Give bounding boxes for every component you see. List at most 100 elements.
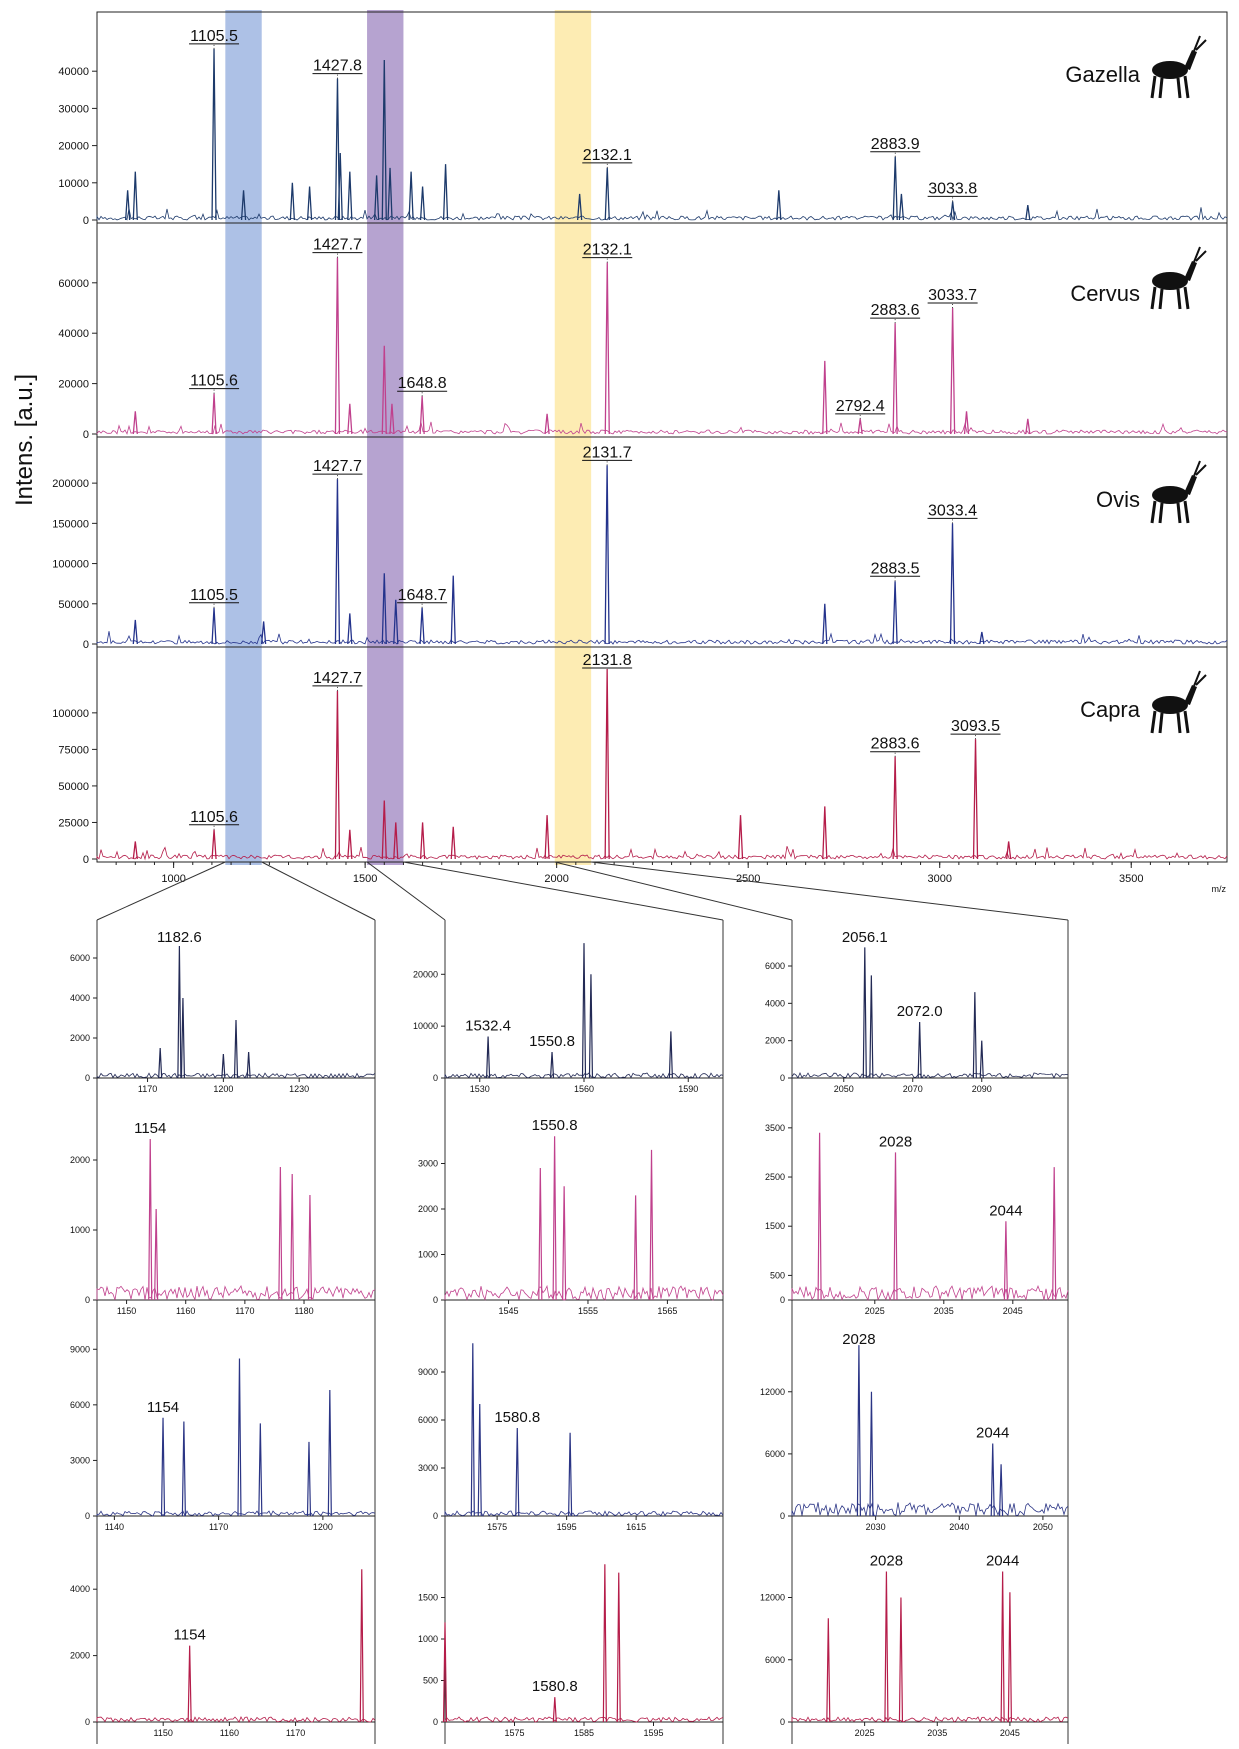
zoom-y-tick-label: 0 [85,1511,90,1521]
y-tick-label: 20000 [58,141,89,153]
spectrum-peak [347,829,353,860]
zoom-peak-label: 2028 [879,1133,912,1150]
spectrum-baseline [96,421,1228,435]
peak-label: 2883.9 [871,136,920,153]
zoom-y-tick-label: 9000 [70,1344,90,1354]
species-label: Ovis [1096,487,1140,512]
animal-horns [1193,460,1207,477]
zoom-spectrum-baseline [444,1716,724,1723]
zoom-spectrum-peak [998,1464,1004,1517]
spectrum-peak [124,190,131,221]
spectrum-peak [544,815,550,860]
zoom-spectrum-peak [148,1138,153,1301]
zoom-y-tick-label: 1000 [418,1634,438,1644]
zoom-x-tick-label: 1555 [578,1306,598,1316]
zoom-panel-7: 0 3000 6000 9000 1140 1170 1200 1154 [70,1344,376,1532]
panel-frame [96,11,1228,224]
zoom-x-tick-label: 2035 [927,1728,947,1738]
zoom-x-tick-label: 1595 [557,1522,577,1532]
zoom-x-tick-label: 2025 [865,1306,885,1316]
zoom-x-tick-label: 2050 [834,1084,854,1094]
spectrum-peak [963,411,970,435]
spectrum-peak [979,631,985,645]
zoom-x-tick-label: 2050 [1033,1522,1053,1532]
species-label: Cervus [1070,281,1140,306]
y-tick-label: 0 [83,639,89,651]
y-tick-label: 50000 [58,781,89,793]
zoom-spectrum-baseline [791,1284,1069,1302]
spectrum-peak [381,573,387,645]
zoom-y-tick-label: 2000 [70,1033,90,1043]
spectrum-peak [306,186,313,221]
panel-frame [96,436,1228,648]
y-tick-label: 200000 [52,478,89,490]
peak-label: 1427.7 [313,670,362,687]
zoom-peak-label: 1154 [134,1120,166,1137]
zoom-peak-label: 1550.8 [529,1033,575,1050]
spectrum-peak [289,182,296,221]
zoom-spectrum-peak [187,1645,192,1723]
zoom-connector-line [554,861,793,921]
zoom-spectrum-peak [538,1168,543,1301]
zoom-peak-label: 1154 [174,1627,206,1644]
animal-silhouette-icon [1150,35,1207,99]
zoom-x-tick-label: 1590 [678,1084,698,1094]
spectrum-peak [408,171,414,221]
zoom-spectrum-peak [972,992,977,1079]
spectrum-peak [972,739,979,860]
spectrum-peak [419,186,426,221]
spectrum-peak [393,599,399,645]
zoom-spectrum-peak [327,1390,332,1517]
zoom-spectrum-peak [1052,1167,1057,1301]
zoom-spectrum-peak [552,1136,557,1301]
panel-cervus: 0 20000 40000 60000 1105.6 1427.7 1648.8 2132.1… [58,222,1228,441]
zoom-y-tick-label: 0 [780,1295,785,1305]
spectrum-peak [898,193,905,221]
zoom-y-tick-label: 0 [780,1717,785,1727]
zoom-connector-line [261,861,376,921]
zoom-y-tick-label: 12000 [760,1387,785,1397]
peak-label: 2883.6 [871,736,920,753]
zoom-spectrum-baseline [96,1510,376,1517]
zoom-spectrum-peak [649,1149,654,1301]
zoom-spectrum-peak [552,1697,557,1723]
zoom-y-tick-label: 6000 [70,953,90,963]
spectrum-peak [604,262,610,435]
peak-label: 1427.8 [313,58,362,75]
zoom-spectrum-peak [477,1403,482,1517]
spectrum-baseline [96,207,1228,222]
zoom-spectrum-peak [668,1031,673,1079]
y-tick-label: 25000 [58,817,89,829]
zoom-x-tick-label: 1575 [487,1522,507,1532]
spectrum-peak [1025,205,1031,221]
animal-silhouette-icon [1150,670,1207,734]
y-tick-label: 10000 [58,178,89,190]
zoom-spectrum-peak [177,945,182,1079]
spectrum-baseline [96,631,1228,645]
zoom-y-tick-label: 4000 [765,998,785,1008]
y-tick-label: 20000 [58,379,89,391]
zoom-y-tick-label: 1500 [765,1221,785,1231]
zoom-connector-line [96,861,226,921]
zoom-x-tick-label: 2030 [866,1522,886,1532]
spectrum-peak [132,841,138,860]
zoom-peak-label: 2028 [870,1553,903,1570]
animal-horns [1193,35,1207,52]
zoom-panel-12: 0 6000 12000 2025 2035 2045 2028 2044 [760,1553,1069,1738]
spectrum-peak [949,307,956,435]
zoom-panel-8: 0 3000 6000 9000 1575 1595 1615 1580.8 [418,1343,724,1532]
zoom-panel-10: 0 2000 4000 1150 1160 1170 1154 [70,1569,376,1738]
zoom-y-tick-label: 0 [780,1073,785,1083]
peak-label: 2883.5 [871,560,920,577]
spectrum-peak [450,575,456,645]
zoom-y-tick-label: 9000 [418,1367,438,1377]
zoom-spectrum-peak [633,1195,638,1301]
zoom-x-tick-label: 1170 [235,1306,254,1316]
y-tick-label: 100000 [52,708,89,720]
y-tick-label: 50000 [58,599,89,611]
y-tick-label: 75000 [58,744,89,756]
panel-frame [96,646,1228,863]
zoom-x-tick-label: 2040 [949,1522,969,1532]
peak-label: 2883.6 [871,302,920,319]
zoom-spectrum-peak [581,943,587,1079]
